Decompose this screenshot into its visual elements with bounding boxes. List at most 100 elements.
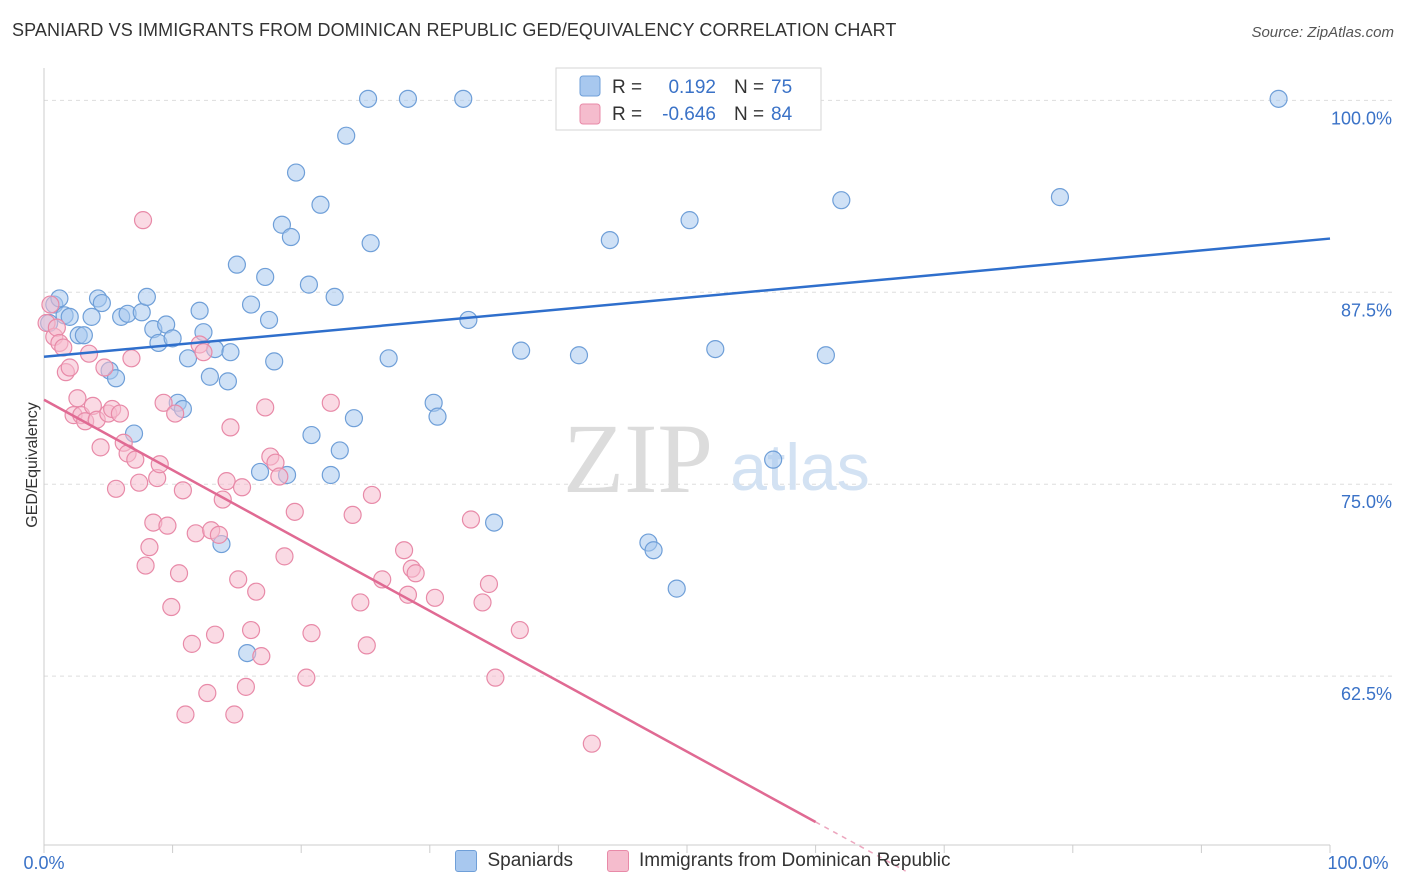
legend-top-swatch-blue: [579, 75, 601, 97]
chart-title: SPANIARD VS IMMIGRANTS FROM DOMINICAN RE…: [12, 20, 897, 40]
dominican-point: [232, 478, 252, 497]
spaniard-point: [302, 425, 321, 445]
spaniard-point: [667, 579, 686, 598]
spaniard-point: [680, 211, 699, 230]
dominican-point: [221, 418, 240, 437]
legend-label: Spaniards: [487, 850, 574, 871]
dominican-point: [229, 570, 248, 589]
spaniard-point: [600, 230, 619, 250]
spaniard-point: [281, 227, 301, 247]
x-tick-label: 100.0%: [1327, 853, 1388, 873]
spaniard-point: [454, 89, 473, 108]
legend-top-swatch-pink: [579, 103, 601, 125]
spaniard-point: [311, 195, 330, 214]
dominican-point: [209, 525, 228, 544]
spaniard-point: [106, 369, 126, 388]
spaniard-point: [361, 234, 380, 253]
x-tick-label: 0.0%: [23, 853, 64, 873]
dominican-point: [425, 588, 445, 607]
dominican-point: [394, 541, 414, 560]
spaniard-point: [256, 267, 275, 287]
spaniard-point: [485, 513, 504, 532]
spaniard-point: [321, 465, 340, 485]
dominican-point: [158, 516, 177, 535]
spaniard-point: [272, 215, 292, 234]
spaniard-point: [358, 89, 378, 108]
dominican-point: [154, 393, 173, 412]
spaniard-point: [816, 346, 835, 365]
spaniard-point: [137, 287, 156, 306]
spaniard-point: [299, 275, 319, 294]
spaniard-point: [218, 372, 237, 391]
dominican-point: [60, 358, 79, 377]
y-axis-label: GED/Equivalency: [24, 402, 41, 527]
watermark: ZIP atlas: [563, 403, 870, 514]
dominican-point: [486, 668, 505, 687]
watermark-atlas: atlas: [730, 430, 869, 504]
legend-bottom: Spaniards Immigrants from Dominican Repu…: [0, 850, 1406, 872]
dominican-point: [351, 593, 370, 612]
dominican-point: [321, 393, 340, 412]
legend-top-n-label: N =: [734, 77, 764, 98]
legend-top-r-value: 0.192: [668, 77, 716, 98]
dominican-point: [41, 295, 60, 314]
chart-source: Source: ZipAtlas.com: [1251, 24, 1394, 41]
spaniard-point: [241, 295, 261, 314]
spaniard-point: [832, 191, 851, 210]
y-tick-label: 75.0%: [1341, 492, 1392, 512]
spaniards-trend-line: [43, 237, 1331, 359]
dominican-point: [362, 485, 382, 505]
y-tick-label: 62.5%: [1341, 684, 1392, 704]
legend-label: Immigrants from Dominican Republic: [639, 850, 951, 871]
legend-swatch-pink: [607, 850, 630, 872]
spaniard-point: [227, 255, 246, 274]
spaniard-point: [250, 462, 270, 482]
spaniard-point: [379, 349, 398, 368]
spaniard-point: [644, 541, 663, 560]
spaniard-point: [344, 409, 364, 428]
spaniard-point: [764, 450, 783, 469]
spaniard-point: [1269, 89, 1288, 108]
spaniard-point: [60, 307, 79, 326]
dominican-point: [182, 634, 201, 653]
dominican-point: [285, 502, 304, 521]
spaniard-point: [163, 329, 182, 348]
legend-top-n-value: 84: [771, 104, 793, 125]
legend-item-dominican: Immigrants from Dominican Republic: [607, 850, 951, 872]
legend-top-r-label: R =: [612, 77, 642, 98]
dominican-point: [297, 668, 316, 687]
legend-top-r-label: R =: [612, 104, 642, 125]
spaniard-point: [74, 326, 93, 345]
legend-item-spaniards: Spaniards: [455, 850, 573, 872]
dominican-point: [136, 556, 155, 575]
spaniard-point: [428, 407, 447, 426]
dominican-point: [270, 467, 289, 486]
grid-layer: [44, 99, 1392, 677]
dominican-point: [166, 404, 185, 423]
dominican-point: [217, 472, 236, 491]
trend-layer: [43, 237, 1331, 872]
spaniard-point: [200, 367, 219, 386]
dominican-point: [169, 564, 189, 583]
dominican-point: [133, 211, 153, 230]
legend-top-r-value: -0.646: [662, 104, 716, 125]
dominican-point: [140, 538, 159, 557]
axes-layer: 62.5% 75.0% 87.5% 100.0% 0.0% 100.0%: [23, 68, 1392, 873]
dominican-point: [247, 582, 266, 601]
y-tick-label: 100.0%: [1331, 108, 1392, 128]
y-tick-label: 87.5%: [1341, 300, 1392, 320]
dominican-point: [225, 705, 244, 724]
dominican-point: [275, 547, 294, 566]
dominican-point: [302, 624, 321, 643]
spaniard-point: [190, 301, 209, 320]
spaniard-point: [259, 310, 279, 330]
legend-top: R = 0.192 N = 75 R = -0.646 N = 84: [555, 67, 822, 131]
dominican-point: [510, 620, 529, 640]
dominican-point: [47, 318, 66, 337]
dominican-point: [582, 734, 601, 753]
dominican-point: [68, 389, 87, 408]
dominican-point: [236, 677, 256, 696]
spaniard-point: [512, 341, 531, 360]
dominican-point: [186, 524, 205, 543]
